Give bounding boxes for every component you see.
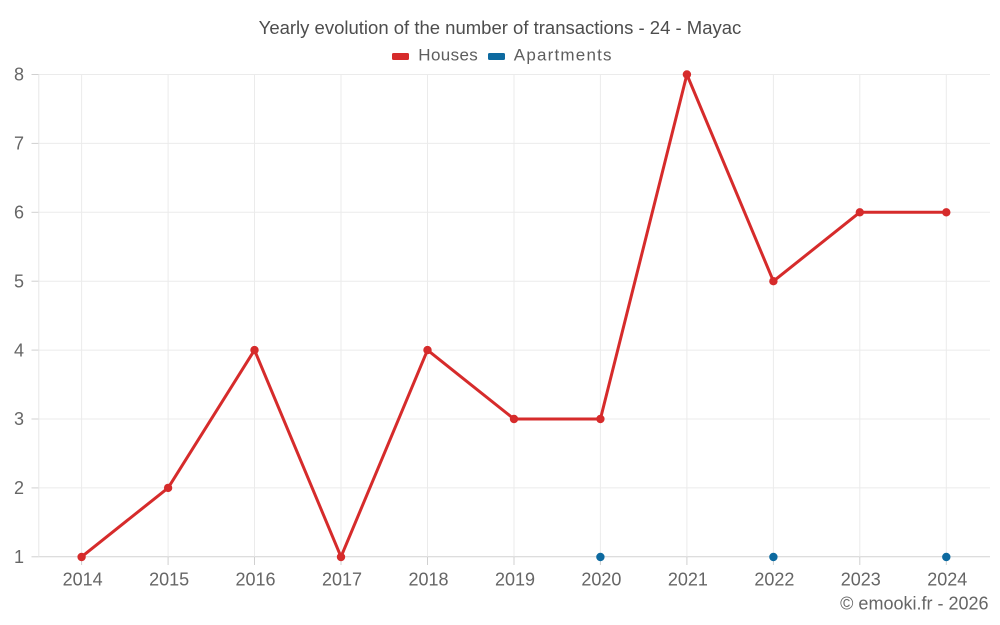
svg-text:8: 8 (14, 65, 24, 85)
svg-text:2017: 2017 (322, 569, 362, 589)
svg-text:7: 7 (14, 134, 24, 154)
svg-text:3: 3 (14, 409, 24, 429)
svg-text:2016: 2016 (235, 569, 275, 589)
svg-text:2022: 2022 (754, 569, 794, 589)
svg-text:Apartments: Apartments (514, 45, 613, 64)
svg-text:Yearly evolution of the number: Yearly evolution of the number of transa… (259, 17, 742, 38)
svg-text:2: 2 (14, 478, 24, 498)
svg-text:6: 6 (14, 203, 24, 223)
svg-text:2020: 2020 (581, 569, 621, 589)
svg-text:Houses: Houses (418, 45, 478, 64)
svg-text:© emooki.fr - 2026: © emooki.fr - 2026 (840, 594, 988, 614)
svg-text:2019: 2019 (495, 569, 535, 589)
svg-text:2018: 2018 (408, 569, 448, 589)
svg-text:2014: 2014 (63, 569, 103, 589)
svg-text:5: 5 (14, 271, 24, 291)
svg-text:4: 4 (14, 340, 24, 360)
svg-text:1: 1 (14, 547, 24, 567)
svg-text:2023: 2023 (841, 569, 881, 589)
svg-text:2024: 2024 (927, 569, 967, 589)
svg-text:2021: 2021 (668, 569, 708, 589)
svg-text:2015: 2015 (149, 569, 189, 589)
